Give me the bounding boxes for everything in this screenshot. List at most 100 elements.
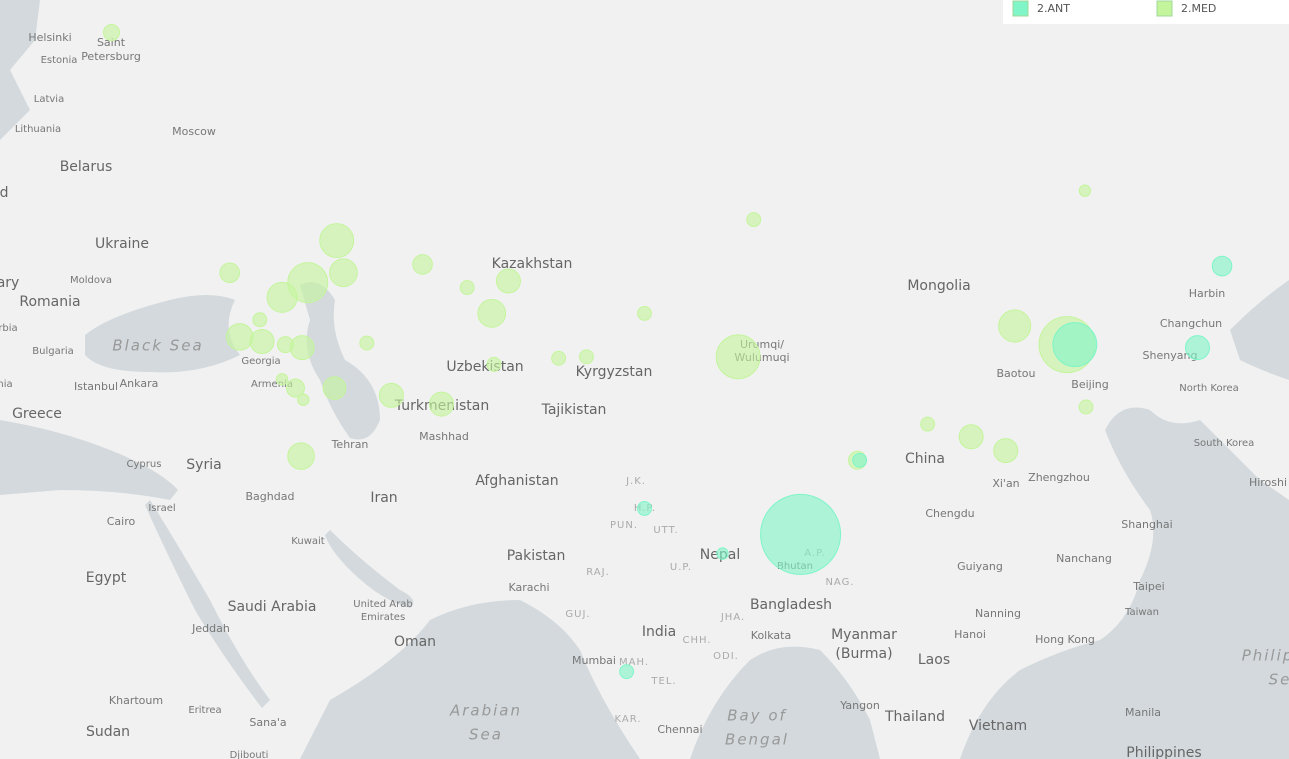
place-label: Bay of bbox=[727, 707, 787, 725]
place-label: Arabian bbox=[449, 702, 522, 720]
place-label: Kyrgyzstan bbox=[576, 364, 653, 380]
place-label: Bulgaria bbox=[32, 346, 73, 357]
place-label: rbia bbox=[0, 323, 18, 334]
place-label: North Korea bbox=[1179, 383, 1239, 394]
bubble bbox=[322, 376, 347, 400]
place-label: South Korea bbox=[1194, 438, 1255, 449]
place-label: Emirates bbox=[361, 612, 405, 623]
place-label: Helsinki bbox=[28, 31, 71, 44]
place-label: Beijing bbox=[1071, 378, 1108, 391]
bubble bbox=[219, 262, 240, 284]
bubbles bbox=[103, 23, 1233, 680]
bubble bbox=[289, 335, 315, 361]
bubble bbox=[716, 547, 729, 560]
place-label: GUJ. bbox=[565, 609, 590, 620]
bubble bbox=[287, 262, 329, 304]
place-label: nia bbox=[0, 379, 13, 390]
bubble bbox=[412, 254, 433, 275]
bubble bbox=[286, 378, 305, 398]
place-label: Sana'a bbox=[249, 716, 286, 729]
place-label: Karachi bbox=[508, 581, 549, 594]
bubble bbox=[920, 416, 936, 432]
place-label: Latvia bbox=[34, 94, 64, 105]
place-label: NAG. bbox=[825, 577, 854, 588]
place-label: Mumbai bbox=[572, 654, 616, 667]
bubble bbox=[1211, 255, 1233, 277]
bubble bbox=[319, 223, 355, 259]
legend-swatch bbox=[1156, 0, 1173, 17]
place-label: Changchun bbox=[1160, 317, 1222, 330]
place-label: d bbox=[0, 185, 8, 201]
bubble bbox=[297, 393, 310, 406]
place-label: Xi'an bbox=[992, 477, 1019, 490]
place-label: Bengal bbox=[725, 731, 789, 749]
place-label: Taiwan bbox=[1124, 607, 1159, 618]
place-label: Khartoum bbox=[109, 694, 163, 707]
place-label: Philip bbox=[1242, 647, 1289, 665]
legend-swatch bbox=[1012, 0, 1029, 17]
place-label: Hiroshi bbox=[1249, 476, 1287, 489]
place-label: KAR. bbox=[615, 714, 642, 725]
bubble bbox=[495, 268, 521, 294]
place-label: Oman bbox=[394, 634, 436, 650]
place-label: Manila bbox=[1125, 706, 1161, 719]
place-label: Sea bbox=[469, 726, 503, 744]
place-label: Black Sea bbox=[112, 337, 203, 355]
place-label: Estonia bbox=[41, 55, 78, 66]
place-label: JHA. bbox=[720, 612, 745, 623]
place-label: Chennai bbox=[657, 723, 702, 736]
bubble bbox=[619, 664, 635, 680]
place-label: Myanmar bbox=[831, 627, 897, 643]
bubble bbox=[1052, 322, 1098, 368]
bubble bbox=[715, 334, 761, 380]
bubble bbox=[359, 335, 375, 351]
place-label: ODI. bbox=[713, 651, 739, 662]
place-label: Taipei bbox=[1132, 580, 1165, 593]
place-label: Djibouti bbox=[230, 750, 269, 759]
bubble bbox=[249, 329, 275, 355]
place-label: Mongolia bbox=[907, 278, 970, 294]
bubble bbox=[486, 356, 502, 372]
place-label: Uzbekistan bbox=[446, 359, 523, 375]
bubble bbox=[287, 442, 315, 470]
place-label: Moscow bbox=[172, 125, 216, 138]
place-label: Petersburg bbox=[81, 50, 141, 63]
bubble bbox=[993, 438, 1019, 464]
place-label: Tajikistan bbox=[541, 402, 607, 418]
place-label: Kuwait bbox=[291, 536, 324, 547]
place-label: Moldova bbox=[70, 275, 112, 286]
place-label: Shenyang bbox=[1143, 349, 1198, 362]
place-label: Baotou bbox=[996, 367, 1035, 380]
bubble bbox=[746, 212, 762, 227]
place-label: Sudan bbox=[86, 724, 130, 740]
place-label: Hanoi bbox=[954, 628, 986, 641]
place-label: U.P. bbox=[670, 562, 692, 573]
bubble bbox=[760, 493, 842, 575]
bubble bbox=[551, 350, 567, 366]
place-label: Shanghai bbox=[1121, 518, 1172, 531]
place-label: Ankara bbox=[120, 377, 159, 390]
bubble bbox=[477, 299, 507, 328]
place-label: Philippines bbox=[1126, 745, 1201, 759]
bubble bbox=[329, 258, 358, 288]
place-label: Tehran bbox=[331, 438, 369, 451]
place-label: Romania bbox=[19, 294, 80, 310]
place-label: PUN. bbox=[610, 520, 638, 531]
place-label: Vietnam bbox=[969, 718, 1027, 734]
place-label: Laos bbox=[918, 652, 950, 668]
place-label: Baghdad bbox=[246, 490, 295, 503]
place-label: United Arab bbox=[353, 599, 412, 610]
place-label: Saudi Arabia bbox=[228, 599, 317, 615]
place-label: Nanning bbox=[975, 607, 1021, 620]
place-label: Israel bbox=[148, 503, 175, 514]
bubble bbox=[225, 323, 254, 351]
place-label: Kolkata bbox=[751, 629, 791, 642]
place-label: Iran bbox=[370, 490, 397, 506]
place-label: Hong Kong bbox=[1035, 633, 1095, 646]
place-label: Nanchang bbox=[1056, 552, 1112, 565]
place-label: Kazakhstan bbox=[492, 256, 573, 272]
place-label: Syria bbox=[186, 457, 221, 473]
place-label: Armenia bbox=[251, 379, 293, 390]
